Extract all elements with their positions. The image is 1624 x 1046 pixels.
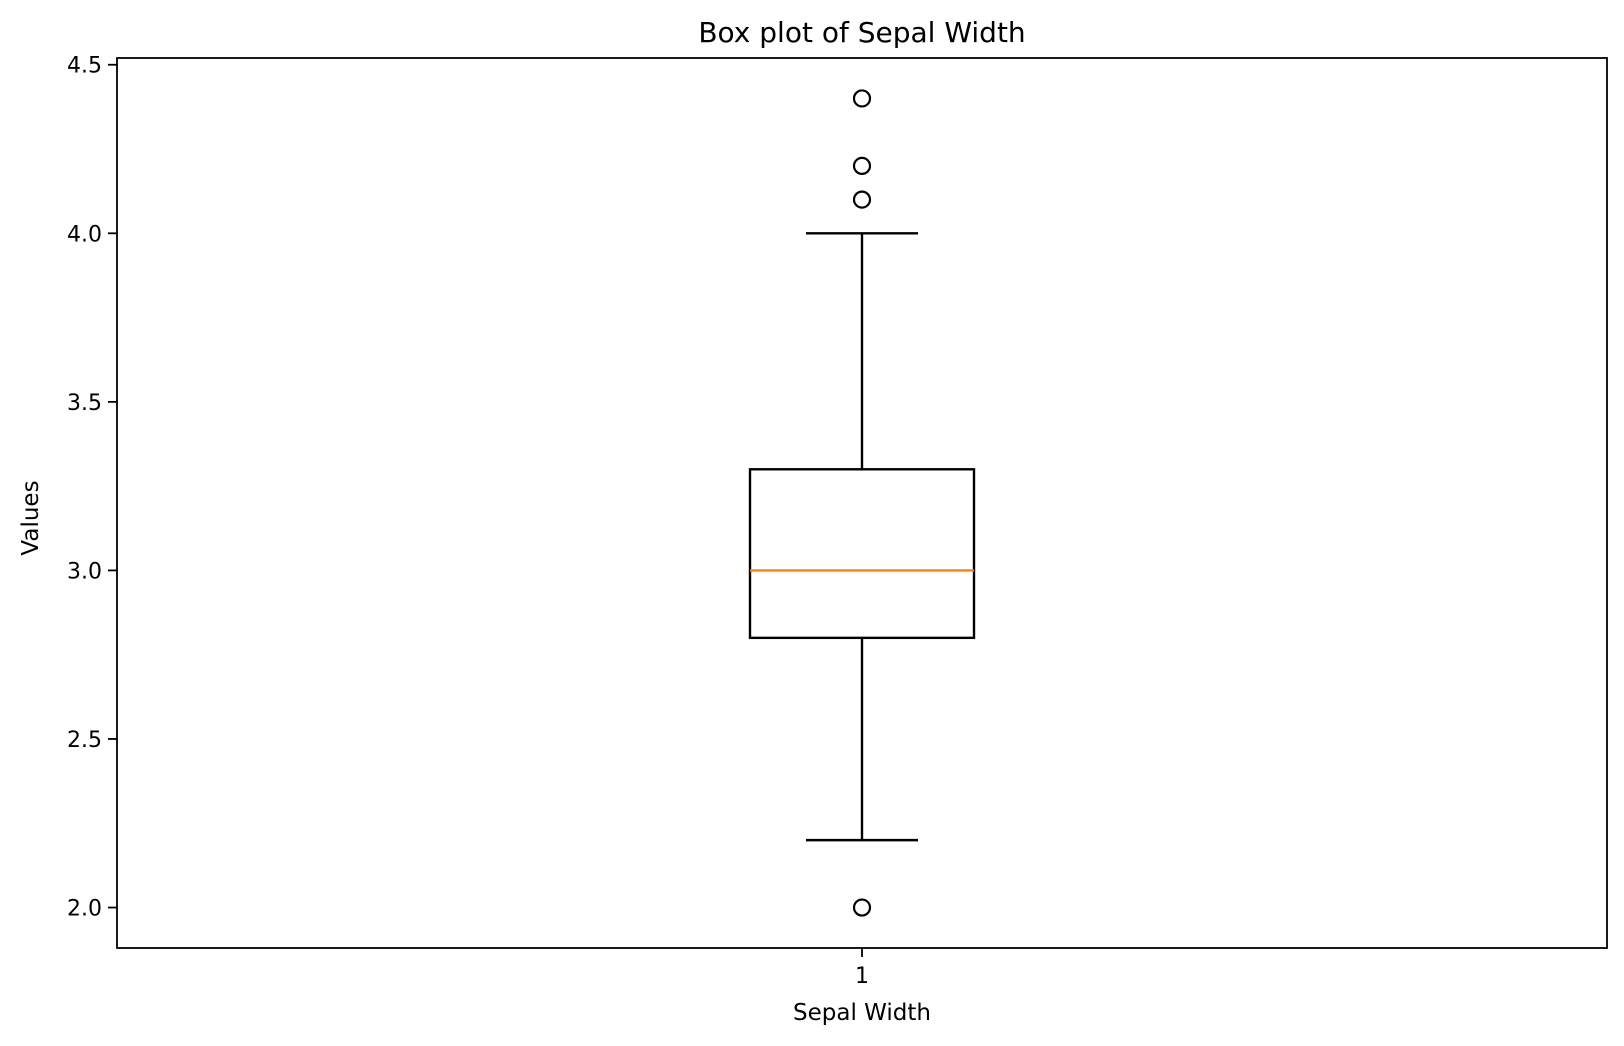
y-tick-label: 4.0 bbox=[67, 222, 102, 247]
interquartile-box bbox=[748, 468, 976, 640]
y-tick-label: 3.5 bbox=[67, 391, 102, 416]
y-tick-label: 3.0 bbox=[67, 559, 102, 584]
y-tick-label: 2.5 bbox=[67, 728, 102, 753]
x-tick-label: 1 bbox=[855, 964, 869, 989]
outlier-point bbox=[852, 89, 872, 108]
x-axis-ticks: 1 bbox=[855, 948, 869, 989]
outlier-point bbox=[852, 190, 872, 209]
x-axis-label: Sepal Width bbox=[793, 1000, 931, 1026]
y-axis-ticks: 2.0 2.5 3.0 3.5 4.0 4.5 bbox=[67, 54, 117, 922]
outlier-point bbox=[852, 898, 872, 917]
box-plot-marks bbox=[748, 89, 976, 917]
y-tick-label: 4.5 bbox=[67, 54, 102, 79]
y-axis-label: Values bbox=[18, 480, 44, 555]
y-tick-label: 2.0 bbox=[67, 897, 102, 922]
outlier-point bbox=[852, 156, 872, 175]
chart-title: Box plot of Sepal Width bbox=[698, 16, 1025, 49]
